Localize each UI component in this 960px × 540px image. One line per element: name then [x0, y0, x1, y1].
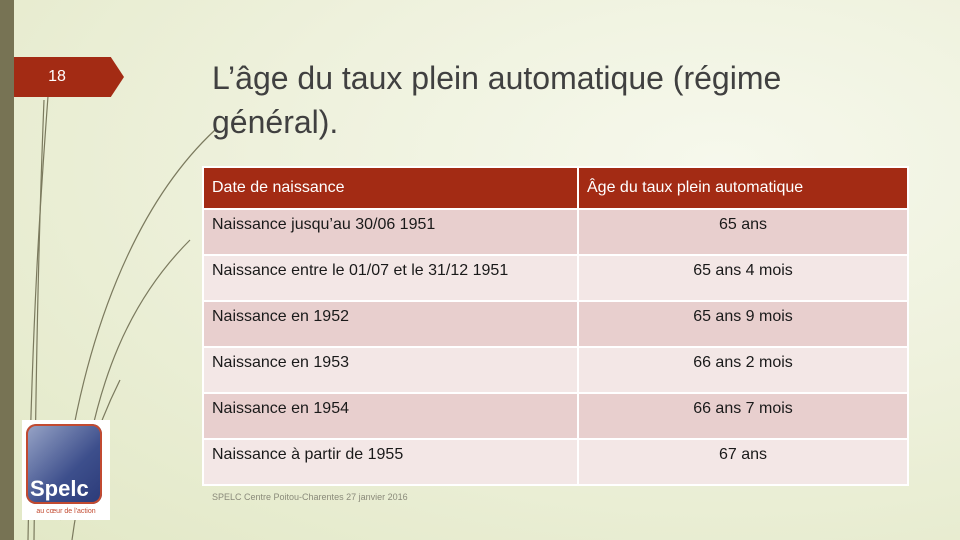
slide-number: 18	[14, 57, 124, 97]
slide-title: L’âge du taux plein automatique (régime …	[212, 60, 782, 140]
age-cell: 67 ans	[577, 438, 909, 486]
retirement-age-table: Date de naissance Âge du taux plein auto…	[202, 166, 909, 486]
table-row: Naissance en 1953 66 ans 2 mois	[202, 346, 909, 394]
left-sidebar-bar	[0, 0, 14, 540]
logo-badge	[26, 424, 102, 504]
table-row: Naissance en 1952 65 ans 9 mois	[202, 300, 909, 348]
table-row: Naissance jusqu’au 30/06 1951 65 ans	[202, 208, 909, 256]
table-row: Naissance à partir de 1955 67 ans	[202, 438, 909, 486]
logo-tagline: au cœur de l'action	[36, 508, 96, 515]
birth-cell: Naissance jusqu’au 30/06 1951	[202, 208, 579, 256]
age-cell: 66 ans 7 mois	[577, 392, 909, 440]
age-cell: 66 ans 2 mois	[577, 346, 909, 394]
birth-cell: Naissance à partir de 1955	[202, 438, 579, 486]
birth-cell: Naissance en 1953	[202, 346, 579, 394]
table-header-row: Date de naissance Âge du taux plein auto…	[202, 166, 909, 210]
birth-cell: Naissance en 1954	[202, 392, 579, 440]
age-cell: 65 ans	[577, 208, 909, 256]
logo-name: Spelc	[30, 476, 89, 501]
birth-cell: Naissance en 1952	[202, 300, 579, 348]
spelc-logo: Spelc au cœur de l'action	[22, 420, 110, 520]
header-full-rate-age: Âge du taux plein automatique	[577, 166, 909, 210]
age-cell: 65 ans 4 mois	[577, 254, 909, 302]
birth-cell: Naissance entre le 01/07 et le 31/12 195…	[202, 254, 579, 302]
age-cell: 65 ans 9 mois	[577, 300, 909, 348]
slide-footer: SPELC Centre Poitou-Charentes 27 janvier…	[212, 492, 408, 502]
table-row: Naissance entre le 01/07 et le 31/12 195…	[202, 254, 909, 302]
header-birth-date: Date de naissance	[202, 166, 579, 210]
table-row: Naissance en 1954 66 ans 7 mois	[202, 392, 909, 440]
